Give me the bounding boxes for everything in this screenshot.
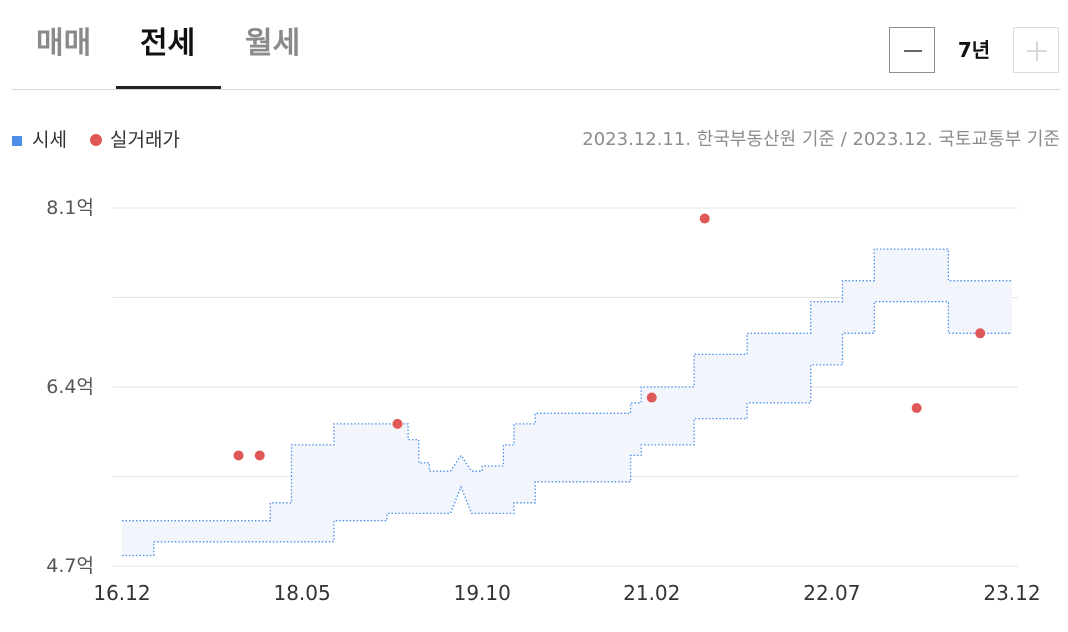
deal-point xyxy=(392,418,403,429)
deal-point xyxy=(233,450,244,461)
x-tick-label: 19.10 xyxy=(454,581,511,605)
deal-point xyxy=(646,392,657,403)
plus-icon xyxy=(1027,41,1047,61)
tab-monthly-rent[interactable]: 월세 xyxy=(245,26,301,61)
deal-point xyxy=(254,450,265,461)
price-band-upper-line xyxy=(122,248,1012,522)
x-tick-label: 18.05 xyxy=(273,581,330,605)
period-value: 7년 xyxy=(957,38,991,62)
minus-icon xyxy=(904,50,922,52)
price-legend-label: 시세 xyxy=(32,129,67,151)
deal-point xyxy=(911,403,922,414)
price-chart: 4.7억 6.4억 8.1억 16.12 18.05 19.10 21.02 22.07 23.… xyxy=(46,197,1040,605)
x-tick-label: 16.12 xyxy=(93,581,150,605)
x-tick-label: 22.07 xyxy=(803,581,860,605)
y-tick-label: 8.1억 xyxy=(46,197,94,219)
active-tab-underline xyxy=(116,86,221,90)
y-tick-label: 4.7억 xyxy=(46,555,94,577)
price-band-fill xyxy=(122,249,1012,556)
tab-jeonse[interactable]: 전세 xyxy=(140,26,196,61)
deal-point xyxy=(699,213,710,224)
deal-legend-label: 실거래가 xyxy=(110,129,180,151)
price-band-lower-line xyxy=(122,301,1012,557)
deal-point xyxy=(975,328,986,339)
deal-type-tabs: 매매 전세 월세 xyxy=(0,0,1068,90)
price-legend-swatch xyxy=(12,136,22,146)
tabs-divider xyxy=(12,89,1060,90)
data-source-note: 2023.12.11. 한국부동산원 기준 / 2023.12. 국토교통부 기… xyxy=(582,129,1060,150)
x-tick-label: 23.12 xyxy=(983,581,1040,605)
x-tick-label: 21.02 xyxy=(623,581,680,605)
deal-legend-dot xyxy=(90,134,102,146)
y-tick-label: 6.4억 xyxy=(46,376,94,398)
tab-sale[interactable]: 매매 xyxy=(36,26,92,61)
period-increase-button[interactable] xyxy=(1013,27,1059,73)
period-decrease-button[interactable] xyxy=(889,27,935,73)
